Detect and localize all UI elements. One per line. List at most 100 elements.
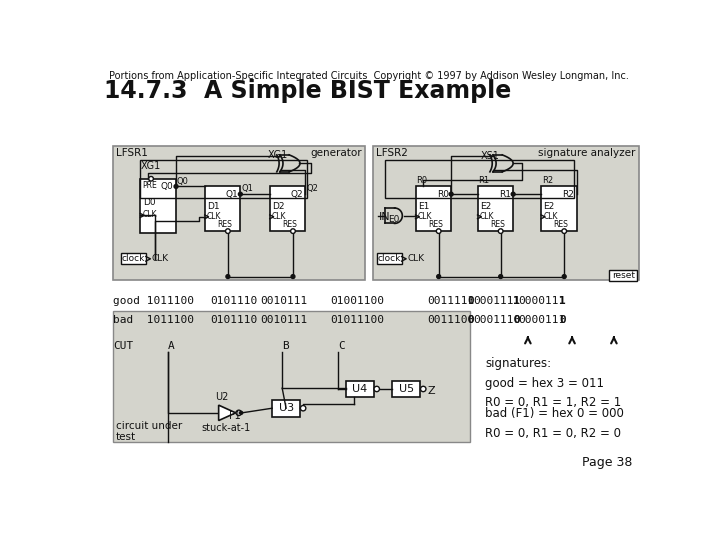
Text: CUT: CUT bbox=[113, 341, 133, 351]
Text: R1: R1 bbox=[478, 176, 490, 185]
Text: R2: R2 bbox=[562, 190, 575, 199]
Text: circuit under
test: circuit under test bbox=[116, 421, 182, 442]
Text: E2: E2 bbox=[480, 202, 491, 211]
Text: B: B bbox=[282, 341, 289, 351]
Text: stuck-at-1: stuck-at-1 bbox=[202, 423, 251, 433]
Text: CLK: CLK bbox=[272, 212, 287, 220]
Text: signature analyzer: signature analyzer bbox=[539, 148, 636, 158]
Text: 0: 0 bbox=[467, 315, 474, 326]
Text: IN: IN bbox=[379, 212, 391, 222]
Text: XG1: XG1 bbox=[267, 150, 288, 159]
Text: Q0: Q0 bbox=[161, 182, 174, 191]
Text: 14.7.3  A Simple BIST Example: 14.7.3 A Simple BIST Example bbox=[104, 79, 511, 103]
Text: clock: clock bbox=[377, 254, 401, 264]
Bar bbox=[272, 400, 300, 417]
Bar bbox=[377, 253, 402, 264]
Circle shape bbox=[174, 185, 178, 188]
Circle shape bbox=[225, 229, 230, 233]
Bar bbox=[385, 159, 574, 198]
Text: RES: RES bbox=[490, 220, 505, 229]
Text: 0: 0 bbox=[559, 315, 566, 326]
Text: D1: D1 bbox=[207, 202, 220, 211]
Text: E1: E1 bbox=[418, 202, 429, 211]
Text: CLK: CLK bbox=[143, 210, 157, 219]
Text: F1: F1 bbox=[230, 410, 241, 421]
Text: clock: clock bbox=[122, 254, 145, 264]
Text: 0: 0 bbox=[467, 296, 474, 306]
Circle shape bbox=[240, 411, 243, 414]
Text: R0 = 0, R1 = 1, R2 = 1: R0 = 0, R1 = 1, R2 = 1 bbox=[485, 396, 621, 409]
Text: CLK: CLK bbox=[544, 212, 558, 220]
Bar bbox=[392, 381, 420, 397]
Text: U4: U4 bbox=[352, 384, 367, 394]
Text: Portions from Application-Specific Integrated Circuits  Copyright © 1997 by Addi: Portions from Application-Specific Integ… bbox=[109, 71, 629, 81]
Circle shape bbox=[226, 275, 230, 279]
Bar bbox=[270, 186, 305, 231]
Bar bbox=[121, 253, 145, 264]
Circle shape bbox=[499, 275, 503, 279]
Text: 0001110: 0001110 bbox=[473, 315, 520, 326]
Text: D2: D2 bbox=[272, 202, 284, 211]
Circle shape bbox=[449, 192, 453, 196]
Text: RES: RES bbox=[554, 220, 568, 229]
Text: RES: RES bbox=[217, 220, 232, 229]
Text: 0001111: 0001111 bbox=[473, 296, 520, 306]
Text: reset: reset bbox=[612, 271, 635, 280]
Text: LFSR2: LFSR2 bbox=[376, 148, 408, 158]
Circle shape bbox=[511, 192, 515, 196]
Text: good 1011100: good 1011100 bbox=[113, 296, 194, 306]
Circle shape bbox=[238, 192, 243, 196]
Text: Q0: Q0 bbox=[177, 177, 189, 186]
Text: 0000111: 0000111 bbox=[518, 315, 566, 326]
Text: CLK: CLK bbox=[408, 254, 425, 262]
Bar bbox=[113, 146, 365, 280]
Text: Q1: Q1 bbox=[225, 190, 238, 199]
Text: CLK: CLK bbox=[152, 254, 169, 262]
Circle shape bbox=[291, 229, 295, 233]
Text: R0 = 0, R1 = 0, R2 = 0: R0 = 0, R1 = 0, R2 = 0 bbox=[485, 427, 621, 440]
Text: Q2: Q2 bbox=[306, 184, 318, 193]
Text: 1: 1 bbox=[559, 296, 566, 306]
Text: 0010111: 0010111 bbox=[261, 296, 307, 306]
Text: CLK: CLK bbox=[418, 212, 432, 220]
Bar bbox=[140, 179, 176, 233]
Circle shape bbox=[149, 177, 153, 181]
Text: R0: R0 bbox=[416, 176, 428, 185]
Text: generator: generator bbox=[310, 148, 362, 158]
Bar bbox=[541, 186, 577, 231]
Text: 0011111: 0011111 bbox=[427, 296, 474, 306]
Text: R2: R2 bbox=[542, 176, 553, 185]
Text: signatures:: signatures: bbox=[485, 357, 552, 370]
Circle shape bbox=[236, 410, 241, 416]
Text: 01001100: 01001100 bbox=[330, 296, 384, 306]
Text: Page 38: Page 38 bbox=[582, 456, 632, 469]
Text: R1: R1 bbox=[499, 190, 510, 199]
Text: U2: U2 bbox=[215, 392, 229, 402]
Bar bbox=[373, 146, 639, 280]
Bar bbox=[113, 311, 469, 442]
Text: bad (F1) = hex 0 = 000: bad (F1) = hex 0 = 000 bbox=[485, 408, 624, 421]
Text: U5: U5 bbox=[399, 384, 414, 394]
Text: 0011100: 0011100 bbox=[427, 315, 474, 326]
Text: XG1: XG1 bbox=[141, 161, 161, 171]
Circle shape bbox=[374, 386, 379, 391]
Circle shape bbox=[498, 229, 503, 233]
Circle shape bbox=[437, 275, 441, 279]
Text: R0: R0 bbox=[437, 190, 449, 199]
Text: 0000111: 0000111 bbox=[518, 296, 566, 306]
Text: CLK: CLK bbox=[207, 212, 222, 220]
Text: E2: E2 bbox=[544, 202, 554, 211]
Bar bbox=[415, 186, 451, 231]
Circle shape bbox=[420, 386, 426, 391]
Text: A: A bbox=[168, 341, 174, 351]
Polygon shape bbox=[219, 405, 235, 421]
Text: Q2: Q2 bbox=[290, 190, 303, 199]
Bar bbox=[477, 186, 513, 231]
Text: 1: 1 bbox=[513, 296, 520, 306]
Text: bad  1011100: bad 1011100 bbox=[113, 315, 194, 326]
Text: Z: Z bbox=[427, 386, 435, 396]
Text: E0: E0 bbox=[388, 215, 400, 224]
Circle shape bbox=[562, 275, 566, 279]
Text: LFSR1: LFSR1 bbox=[117, 148, 148, 158]
Bar bbox=[140, 159, 307, 198]
